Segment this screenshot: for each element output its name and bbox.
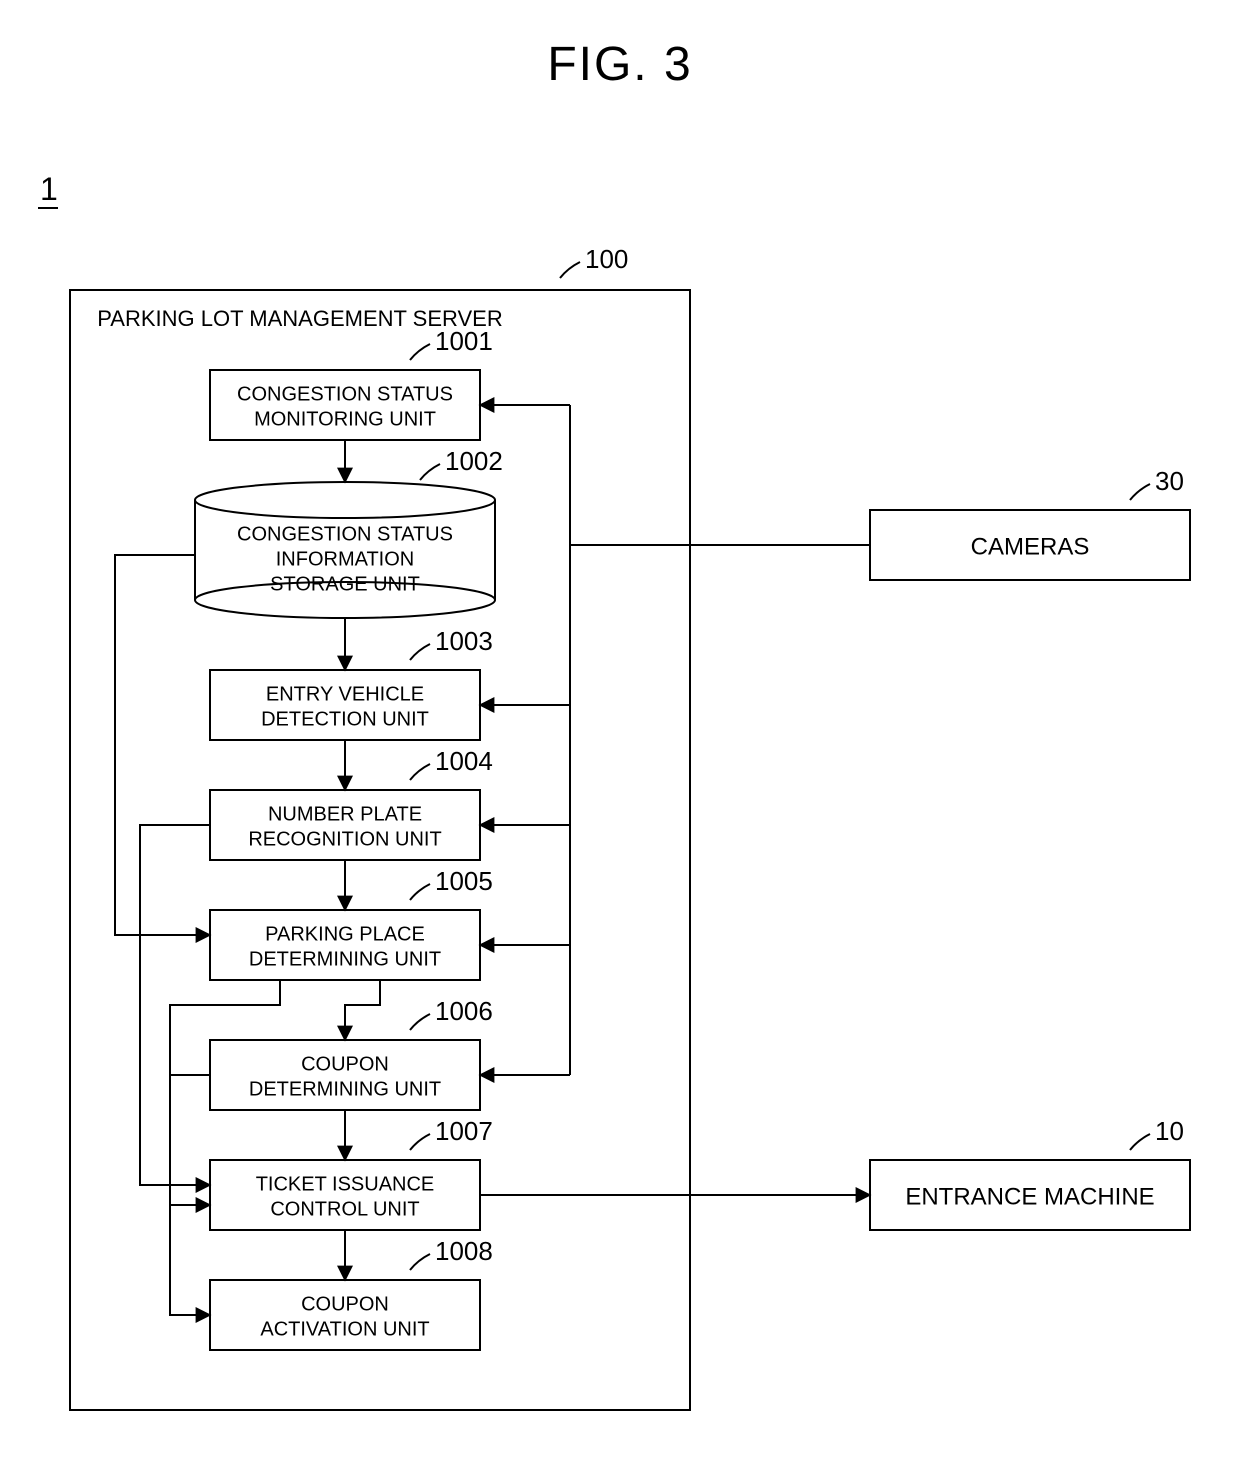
unit-1001-line2: MONITORING UNIT — [254, 408, 436, 430]
unit-1006: COUPON DETERMINING UNIT 1006 — [210, 996, 493, 1110]
unit-1005-line2: DETERMINING UNIT — [249, 948, 441, 970]
edge-1005-1006 — [345, 980, 380, 1040]
cameras-ref: 30 — [1155, 466, 1184, 496]
unit-1004: NUMBER PLATE RECOGNITION UNIT 1004 — [210, 746, 493, 860]
entrance-label: ENTRANCE MACHINE — [905, 1183, 1154, 1210]
unit-1006-line1: COUPON — [301, 1053, 389, 1075]
unit-1005: PARKING PLACE DETERMINING UNIT 1005 — [210, 866, 493, 980]
unit-1008: COUPON ACTIVATION UNIT 1008 — [210, 1236, 493, 1350]
system-ref: 1 — [40, 171, 58, 207]
unit-1008-line1: COUPON — [301, 1293, 389, 1315]
unit-1003-line2: DETECTION UNIT — [261, 708, 429, 730]
edge-1002-1005 — [115, 555, 210, 935]
cameras-label: CAMERAS — [971, 533, 1090, 560]
figure-title: FIG. 3 — [547, 38, 692, 91]
unit-1001-line1: CONGESTION STATUS — [237, 383, 453, 405]
unit-1007-line1: TICKET ISSUANCE — [256, 1173, 435, 1195]
edge-1006-1008 — [170, 1075, 210, 1315]
unit-1003-ref: 1003 — [435, 626, 493, 656]
unit-1002-ref: 1002 — [445, 446, 503, 476]
unit-1008-ref: 1008 — [435, 1236, 493, 1266]
unit-1001: CONGESTION STATUS MONITORING UNIT 1001 — [210, 326, 493, 440]
unit-1007-ref: 1007 — [435, 1116, 493, 1146]
unit-1008-line2: ACTIVATION UNIT — [260, 1318, 429, 1340]
unit-1004-line2: RECOGNITION UNIT — [248, 828, 441, 850]
unit-1007: TICKET ISSUANCE CONTROL UNIT 1007 — [210, 1116, 493, 1230]
unit-1002: CONGESTION STATUS INFORMATION STORAGE UN… — [195, 446, 503, 618]
figure-diagram: FIG. 3 1 PARKING LOT MANAGEMENT SERVER 1… — [0, 0, 1240, 1473]
server-ref: 100 — [585, 244, 628, 274]
unit-1004-ref: 1004 — [435, 746, 493, 776]
unit-1005-line1: PARKING PLACE — [265, 923, 425, 945]
unit-1005-ref: 1005 — [435, 866, 493, 896]
unit-1006-line2: DETERMINING UNIT — [249, 1078, 441, 1100]
server-ref-leader — [560, 262, 580, 278]
entrance-box: ENTRANCE MACHINE 10 — [870, 1116, 1190, 1230]
unit-1003-line1: ENTRY VEHICLE — [266, 683, 424, 705]
entrance-ref: 10 — [1155, 1116, 1184, 1146]
cameras-box: CAMERAS 30 — [870, 466, 1190, 580]
unit-1002-line3: STORAGE UNIT — [270, 573, 420, 595]
unit-1002-line2: INFORMATION — [276, 548, 415, 570]
unit-1006-ref: 1006 — [435, 996, 493, 1026]
unit-1003: ENTRY VEHICLE DETECTION UNIT 1003 — [210, 626, 493, 740]
unit-1004-line1: NUMBER PLATE — [268, 803, 422, 825]
unit-1001-ref: 1001 — [435, 326, 493, 356]
unit-1002-line1: CONGESTION STATUS — [237, 523, 453, 545]
unit-1007-line2: CONTROL UNIT — [270, 1198, 419, 1220]
